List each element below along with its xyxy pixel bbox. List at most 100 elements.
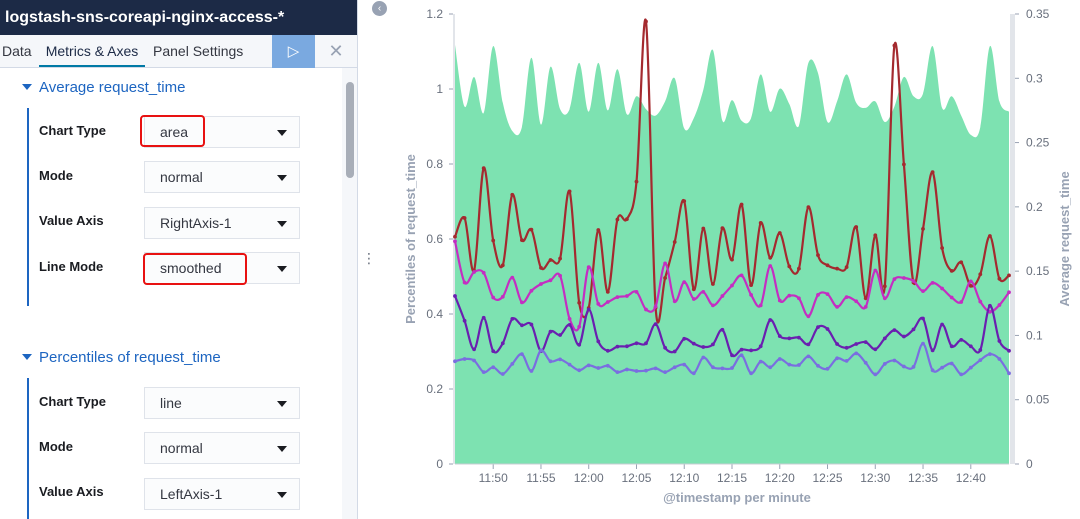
value-axis-select[interactable]: RightAxis-1 [144,207,300,239]
series-point [472,270,476,274]
series-point [720,366,725,371]
series-point [806,342,811,347]
series-point [1007,290,1011,295]
discard-changes-button[interactable]: ✕ [315,35,357,68]
series-point [453,359,457,364]
series-point [510,192,515,197]
series-point [691,341,696,346]
series-point [949,344,954,349]
chevron-down-icon [277,130,287,136]
series-point [863,340,868,344]
right-axis-tick-label: 0.15 [1026,264,1050,278]
series-point [806,314,811,319]
series-point [806,205,811,210]
series-point [816,253,820,257]
series-point [539,282,543,286]
highlight-box [143,253,247,285]
chart-type-label: Chart Type [39,123,106,138]
mode-select[interactable]: normal [144,161,300,193]
right-axis-title: Average request_time [1057,171,1072,306]
series-point [777,334,782,338]
series-point [749,371,753,376]
series-point [873,233,878,238]
series-point [701,290,706,294]
series-point [844,265,849,269]
mode-label: Mode [39,439,73,454]
chart-type-select[interactable]: line [144,387,300,419]
chart-type-select[interactable]: area [144,116,300,148]
play-icon: ▷ [287,43,300,60]
series-point [959,260,964,265]
series-point [997,276,1002,281]
series-point [453,294,457,298]
series-point [768,318,773,322]
section-guide-line [27,378,29,519]
series-point [959,300,964,304]
series-point [539,266,543,270]
series-point [682,199,687,204]
series-point [873,347,878,352]
series-point [462,216,467,220]
series-point [596,366,601,370]
series-point [605,300,610,304]
series-point [892,358,897,363]
chevron-down-icon [277,446,287,452]
series-point [586,265,591,269]
series-point [749,348,753,353]
series-point [739,353,744,358]
x-axis-tick-label: 12:00 [574,471,604,485]
collapse-sidebar-icon[interactable]: ‹ [372,1,387,16]
series-point [672,365,677,370]
mode-label: Mode [39,168,73,183]
tab-data[interactable]: Data [2,43,32,59]
series-point [625,217,629,222]
tab-panel-settings[interactable]: Panel Settings [153,43,244,59]
series-point [797,335,801,340]
value-axis-select[interactable]: LeftAxis-1 [144,478,300,510]
series-point [491,238,496,243]
left-axis-tick-label: 1.2 [426,7,443,21]
series-point [472,347,476,352]
series-point [892,277,897,281]
series-point [863,296,868,301]
value-axis-value: RightAxis-1 [160,215,232,231]
x-axis-tick-label: 12:15 [717,471,747,485]
chevron-down-icon [22,84,32,90]
series-point [959,338,964,342]
mode-select[interactable]: normal [144,432,300,464]
series-point [586,363,591,368]
series-point [691,297,696,301]
series-section-header[interactable]: Average request_time [22,79,185,96]
series-point [634,369,639,373]
series-point [711,365,715,370]
series-point [634,179,639,184]
series-point [797,266,801,271]
series-point [625,367,629,372]
series-point [902,364,906,369]
series-point [520,300,524,305]
right-axis-strip [1010,14,1015,464]
resize-handle-icon[interactable]: ⋮ [362,250,376,266]
apply-changes-button[interactable]: ▷ [272,35,315,68]
series-point [758,303,763,308]
chart-type-label: Chart Type [39,394,106,409]
sidebar-scrollbar-thumb[interactable] [346,82,354,178]
series-point [863,305,868,309]
right-axis-tick-label: 0.25 [1026,136,1050,150]
series-point [825,263,830,268]
line-mode-value: smoothed [160,260,222,276]
series-section-header[interactable]: Percentiles of request_time [22,349,221,366]
series-point [720,294,725,298]
sidebar-scrollbar[interactable] [342,68,357,519]
series-point [577,342,582,347]
tab-metrics-axes[interactable]: Metrics & Axes [39,35,145,67]
series-point [491,349,496,353]
series-point [749,293,753,297]
series-point [500,372,505,376]
series-point [797,363,801,367]
left-axis-tick-label: 0.4 [426,307,443,321]
left-axis-strip [453,14,455,464]
series-point [520,238,524,243]
series-point [510,275,515,280]
series-point [577,324,582,329]
